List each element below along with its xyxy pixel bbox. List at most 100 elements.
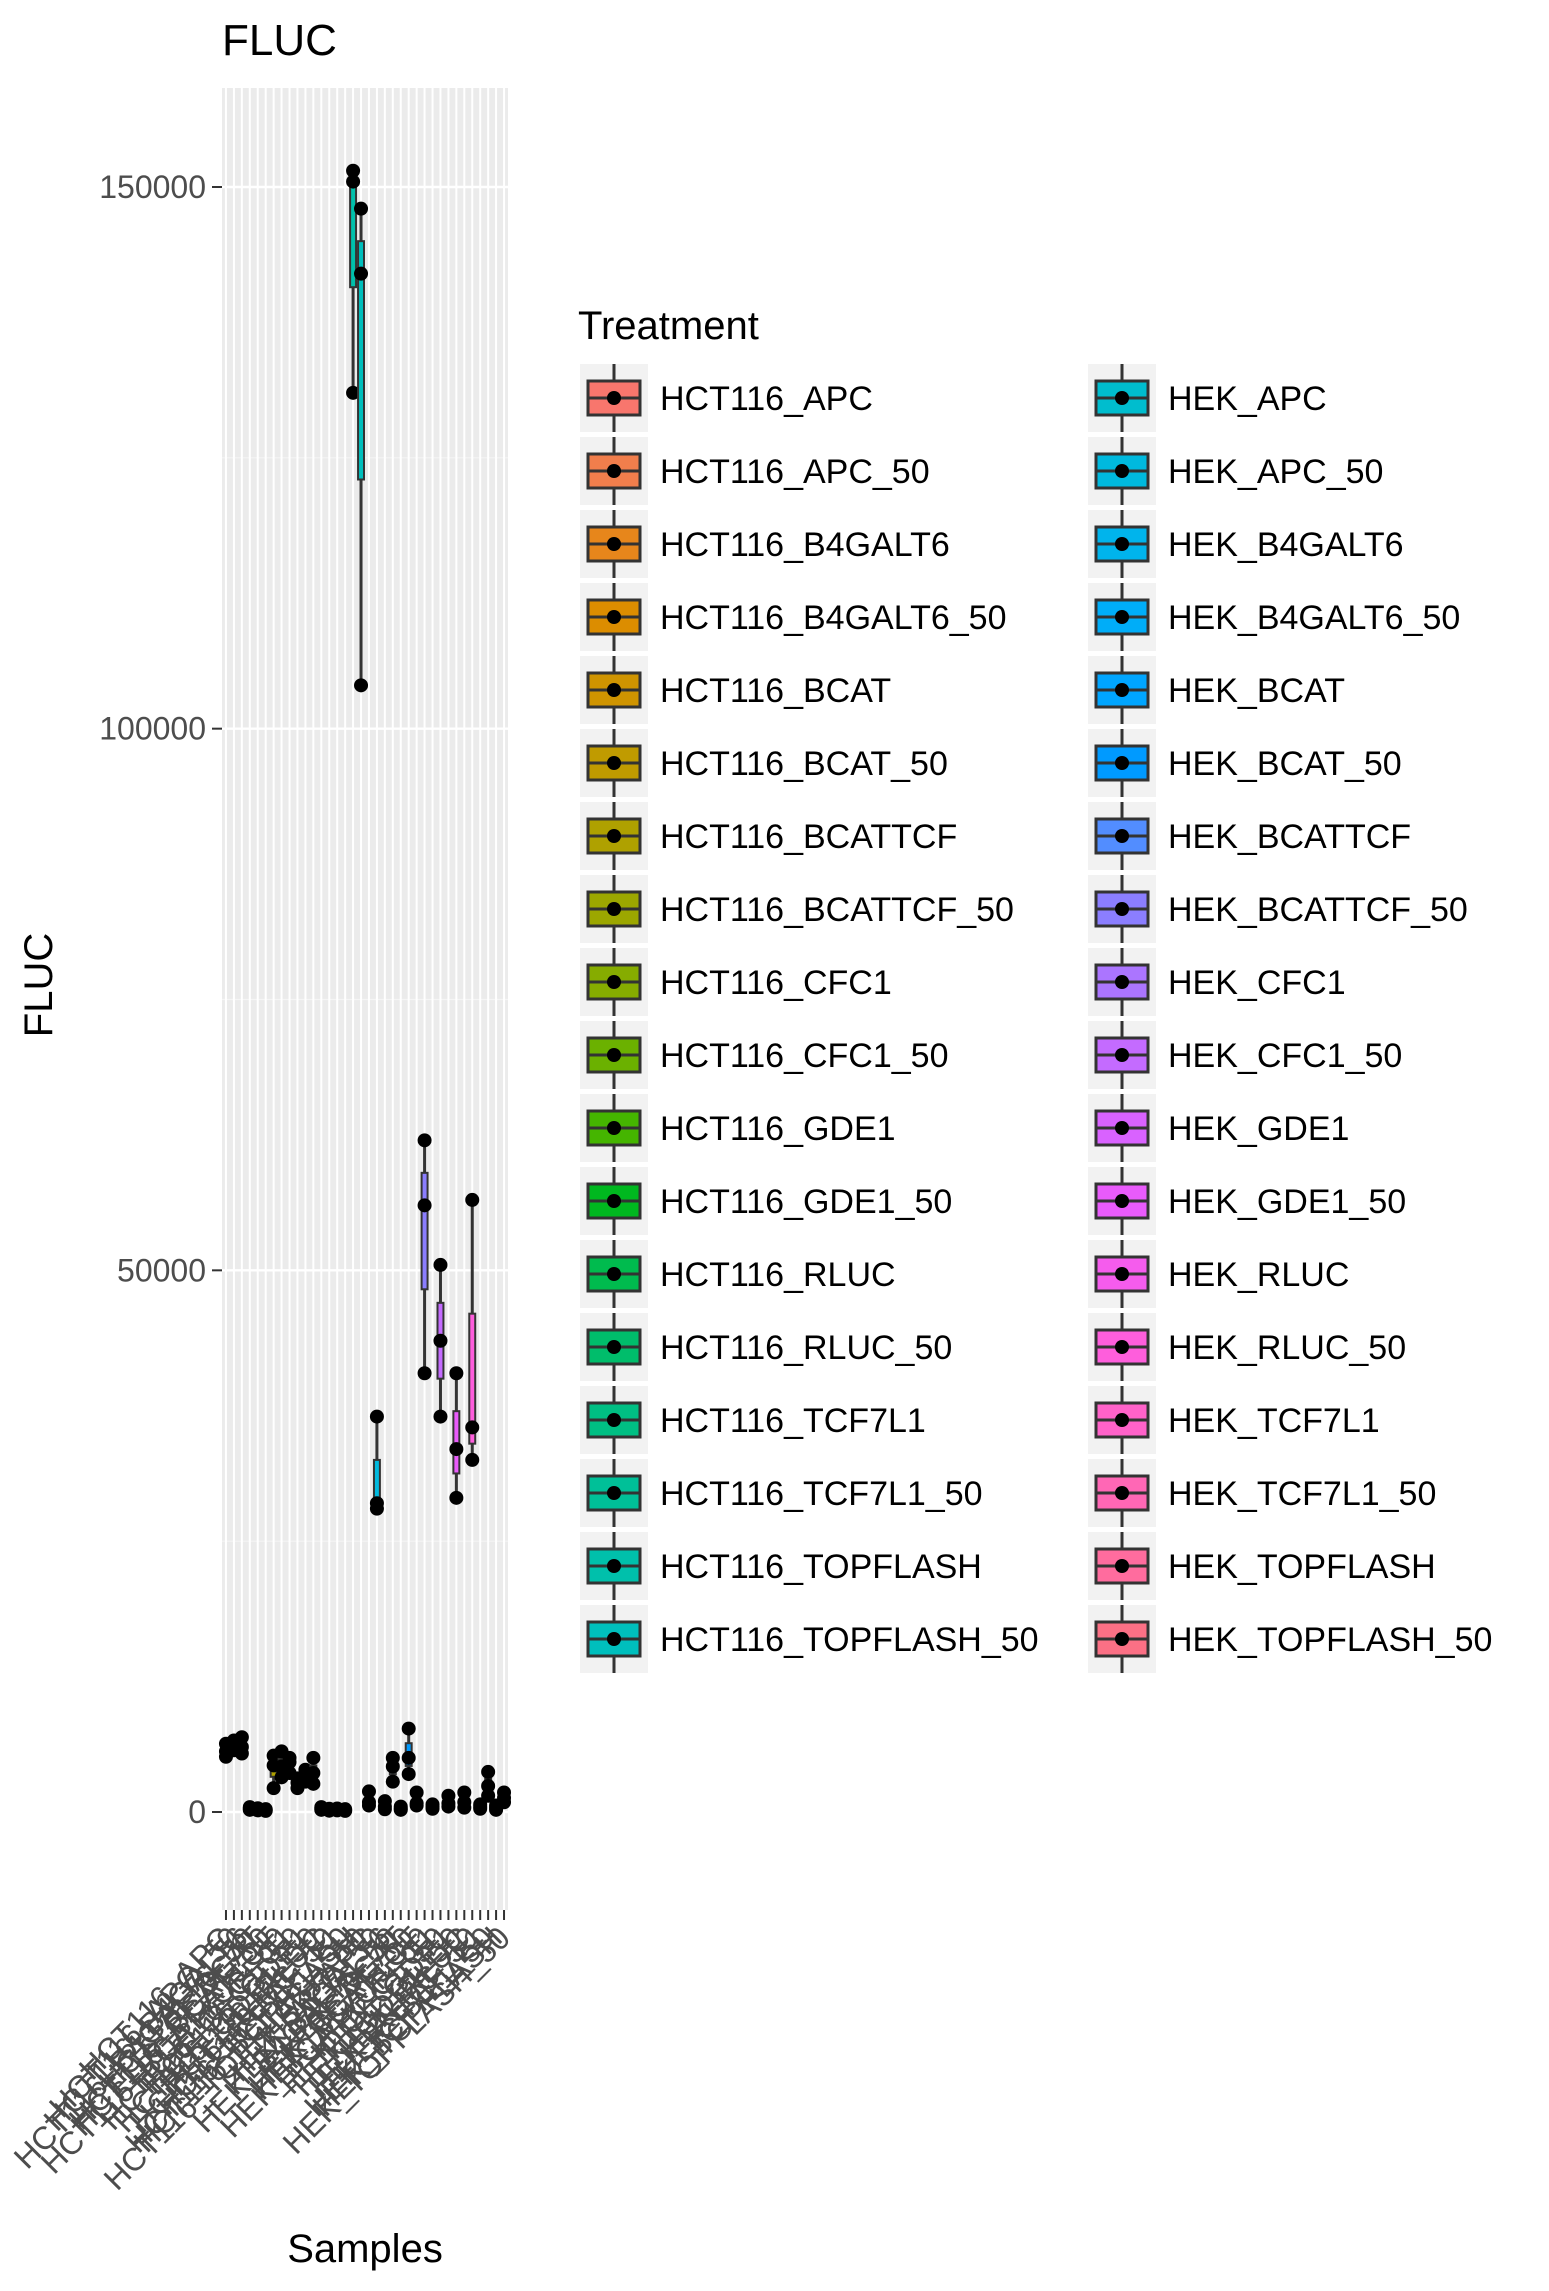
data-point [433,1409,448,1424]
chart-title: FLUC [222,16,337,65]
legend-key-point [1115,1267,1129,1281]
legend-key-point [1115,464,1129,478]
legend-label: HEK_GDE1_50 [1168,1183,1406,1221]
data-point [417,1366,432,1381]
boxplot-HEK_RLUC_50 [465,1192,480,1467]
legend-label: HCT116_RLUC [660,1256,896,1294]
data-point [258,1803,273,1818]
legend-key-point [1115,683,1129,697]
boxplot-HEK_B4GALT6_50 [385,1750,400,1789]
y-tick-label: 0 [188,1794,206,1830]
legend-item-HEK_GDE1: HEK_GDE1 [1088,1094,1349,1162]
legend-item-HCT116_TCF7L1_50: HCT116_TCF7L1_50 [580,1459,983,1527]
data-point [481,1764,496,1779]
legend-item-HCT116_GDE1_50: HCT116_GDE1_50 [580,1167,952,1235]
legend-item-HEK_TCF7L1_50: HEK_TCF7L1_50 [1088,1459,1436,1527]
legend-label: HEK_BCAT_50 [1168,745,1402,783]
x-axis-title: Samples [287,2227,443,2271]
data-point [306,1766,321,1780]
data-point [361,1795,376,1810]
legend-label: HCT116_GDE1 [660,1110,896,1148]
boxplot-HEK_GDE1_50 [449,1366,464,1505]
legend-key-point [607,683,621,697]
data-point [449,1442,464,1457]
legend-label: HCT116_TOPFLASH [660,1548,982,1586]
legend-label: HCT116_CFC1_50 [660,1037,949,1075]
legend-key-point [607,537,621,551]
legend-item-HEK_APC_50: HEK_APC_50 [1088,437,1383,505]
legend-item-HEK_B4GALT6: HEK_B4GALT6 [1088,510,1404,578]
data-point [306,1776,321,1791]
legend-label: HEK_BCATTCF_50 [1168,891,1468,929]
data-point [401,1767,416,1782]
legend-label: HCT116_B4GALT6_50 [660,599,1007,637]
data-point [346,174,361,189]
legend-key-point [1115,1486,1129,1500]
legend-key-point [1115,1194,1129,1208]
data-point [449,1490,464,1505]
legend-label: HEK_RLUC_50 [1168,1329,1406,1367]
legend-item-HCT116_CFC1: HCT116_CFC1 [580,948,892,1016]
legend-key-point [607,464,621,478]
boxplot-HCT116_TCF7L1_50 [338,1802,353,1818]
legend: Treatment HCT116_APC HCT116_APC_50 HCT116_B… [578,304,1492,1673]
legend-item-HEK_CFC1: HEK_CFC1 [1088,948,1346,1016]
legend-key-point [607,1194,621,1208]
data-point [393,1801,408,1816]
legend-label: HCT116_GDE1_50 [660,1183,952,1221]
legend-label: HEK_TOPFLASH [1168,1548,1436,1586]
legend-key-point [1115,829,1129,843]
legend-label: HEK_B4GALT6 [1168,526,1404,564]
boxplot-HEK_TOPFLASH_50 [497,1785,512,1810]
data-point [457,1795,472,1810]
legend-label: HEK_BCATTCF [1168,818,1411,856]
data-point [497,1790,512,1805]
data-point [417,1133,432,1148]
legend-item-HCT116_BCAT: HCT116_BCAT [580,656,891,724]
legend-label: HEK_CFC1_50 [1168,1037,1402,1075]
data-point [361,1784,376,1799]
legend-key-point [1115,1340,1129,1354]
legend-label: HEK_APC [1168,380,1327,418]
legend-item-HCT116_TOPFLASH: HCT116_TOPFLASH [580,1532,982,1600]
legend-title: Treatment [578,304,759,348]
legend-key-point [607,1559,621,1573]
data-point [354,201,369,216]
boxplot-HCT116_B4GALT6 [234,1730,249,1761]
data-point [346,163,361,178]
data-point [266,1781,281,1796]
boxplot-HEK_B4GALT6 [377,1794,392,1817]
legend-item-HEK_APC: HEK_APC [1088,364,1327,432]
legend-item-HEK_B4GALT6_50: HEK_B4GALT6_50 [1088,583,1460,651]
legend-key-point [1115,902,1129,916]
legend-item-HCT116_TOPFLASH_50: HCT116_TOPFLASH_50 [580,1605,1039,1673]
boxplot-HCT116_GDE1_50 [306,1750,321,1791]
legend-item-HEK_TOPFLASH: HEK_TOPFLASH [1088,1532,1436,1600]
boxplot-HEK_BCATTCF [409,1785,424,1813]
boxplot-HEK_RLUC [457,1785,472,1815]
legend-key-point [1115,537,1129,551]
data-point [346,385,361,400]
legend-key-point [607,391,621,405]
legend-item-HCT116_B4GALT6: HCT116_B4GALT6 [580,510,950,578]
boxplot-HEK_BCAT_50 [401,1721,416,1782]
legend-item-HEK_CFC1_50: HEK_CFC1_50 [1088,1021,1402,1089]
legend-label: HEK_APC_50 [1168,453,1383,491]
legend-key-point [607,1267,621,1281]
data-point [369,1501,384,1516]
boxplot-HEK_BCATTCF_50 [417,1133,432,1381]
data-point [354,678,369,693]
legend-label: HEK_CFC1 [1168,964,1346,1002]
data-point [385,1774,400,1789]
data-point [401,1721,416,1736]
data-point [465,1452,480,1467]
legend-key-point [1115,1121,1129,1135]
data-point [465,1420,480,1435]
data-point [354,266,369,281]
legend-label: HCT116_CFC1 [660,964,892,1002]
legend-label: HCT116_RLUC_50 [660,1329,952,1367]
data-point [433,1333,448,1348]
legend-key-point [1115,1632,1129,1646]
legend-item-HEK_TCF7L1: HEK_TCF7L1 [1088,1386,1380,1454]
legend-label: HCT116_TCF7L1_50 [660,1475,983,1513]
